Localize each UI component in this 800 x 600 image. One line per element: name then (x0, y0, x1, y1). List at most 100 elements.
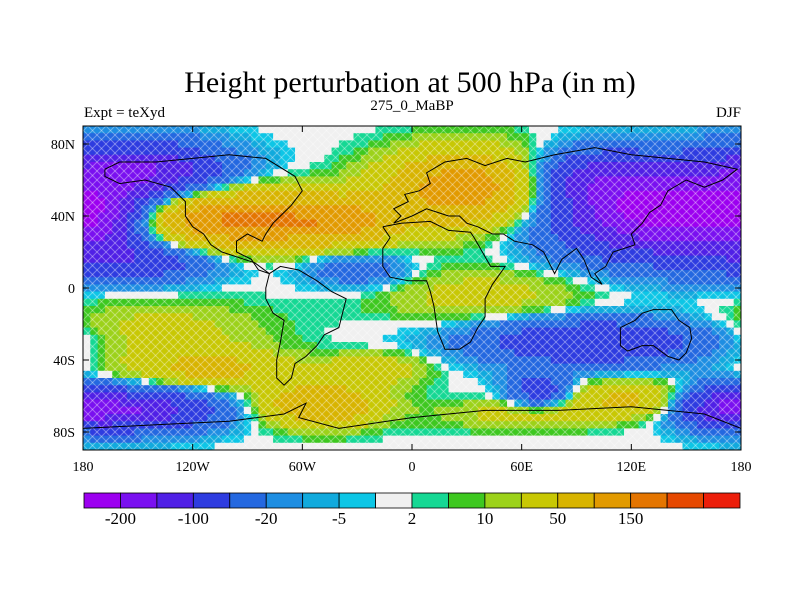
field-cell (485, 399, 493, 408)
field-cell (90, 226, 99, 235)
field-cell (550, 334, 559, 343)
field-cell (448, 356, 457, 364)
field-cell (104, 421, 113, 429)
field-cell (141, 406, 150, 415)
field-cell (543, 334, 552, 343)
field-cell (704, 320, 713, 328)
field-cell (433, 298, 442, 307)
field-cell (448, 435, 457, 444)
field-cell (572, 370, 581, 379)
field-cell (689, 284, 698, 292)
field-cell (368, 226, 376, 235)
field-cell (404, 248, 413, 256)
field-cell (660, 320, 669, 328)
field-cell (653, 198, 661, 206)
field-cell (689, 234, 698, 242)
field-cell (287, 262, 296, 271)
field-cell (397, 363, 406, 372)
field-cell (697, 284, 705, 292)
field-cell (126, 356, 135, 364)
field-cell (689, 241, 698, 249)
field-cell (134, 370, 142, 379)
field-cell (507, 262, 515, 271)
field-cell (587, 291, 596, 300)
field-cell (324, 241, 332, 249)
field-cell (324, 219, 332, 228)
field-cell (726, 183, 735, 192)
field-cell (265, 219, 274, 228)
field-cell (258, 198, 267, 206)
field-cell (316, 298, 325, 307)
field-cell (346, 262, 354, 271)
field-cell (156, 313, 164, 321)
field-cell (550, 349, 559, 357)
field-cell (221, 428, 230, 436)
field-cell (119, 298, 128, 307)
field-cell (185, 147, 194, 156)
field-cell (97, 414, 106, 422)
field-cell (580, 428, 588, 436)
field-cell (316, 356, 325, 364)
field-cell (433, 241, 442, 249)
field-cell (302, 435, 311, 444)
field-cell (375, 342, 384, 350)
field-cell (112, 284, 120, 292)
field-cell (594, 442, 603, 450)
field-cell (624, 176, 632, 184)
field-cell (404, 212, 413, 220)
field-cell (572, 162, 581, 170)
field-cell (477, 162, 486, 170)
field-cell (382, 435, 391, 444)
field-cell (243, 277, 252, 285)
field-cell (528, 154, 537, 163)
field-cell (185, 291, 194, 300)
field-cell (602, 169, 610, 177)
field-cell (185, 133, 194, 141)
field-cell (609, 363, 618, 372)
field-cell (470, 298, 479, 307)
field-cell (587, 198, 596, 206)
field-cell (163, 270, 172, 278)
field-cell (536, 270, 544, 278)
field-cell (163, 205, 172, 213)
field-cell (331, 255, 340, 264)
field-cell (148, 414, 157, 422)
field-cell (470, 226, 479, 235)
field-cell (507, 428, 515, 436)
field-cell (368, 190, 376, 199)
field-cell (675, 428, 683, 436)
field-cell (90, 428, 99, 436)
field-cell (660, 349, 669, 357)
field-cell (404, 435, 413, 444)
field-cell (221, 363, 230, 372)
field-cell (733, 205, 741, 213)
field-cell (316, 334, 325, 343)
field-cell (207, 435, 215, 444)
field-cell (492, 320, 501, 328)
field-cell (412, 306, 420, 314)
field-cell (470, 262, 479, 271)
field-cell (609, 140, 618, 148)
field-cell (97, 133, 106, 141)
field-cell (397, 334, 406, 343)
field-cell (185, 306, 194, 314)
field-cell (309, 392, 318, 400)
field-cell (419, 421, 428, 429)
field-cell (638, 284, 647, 292)
field-cell (602, 176, 610, 184)
field-cell (572, 406, 581, 415)
field-cell (528, 255, 537, 264)
field-cell (353, 306, 362, 314)
field-cell (455, 154, 464, 163)
field-cell (492, 342, 501, 350)
field-cell (675, 248, 683, 256)
field-cell (697, 428, 705, 436)
field-cell (587, 226, 596, 235)
field-cell (375, 291, 384, 300)
field-cell (251, 349, 259, 357)
field-cell (587, 399, 596, 408)
field-cell (104, 298, 113, 307)
field-cell (368, 126, 376, 134)
field-cell (463, 270, 471, 278)
field-cell (251, 262, 259, 271)
